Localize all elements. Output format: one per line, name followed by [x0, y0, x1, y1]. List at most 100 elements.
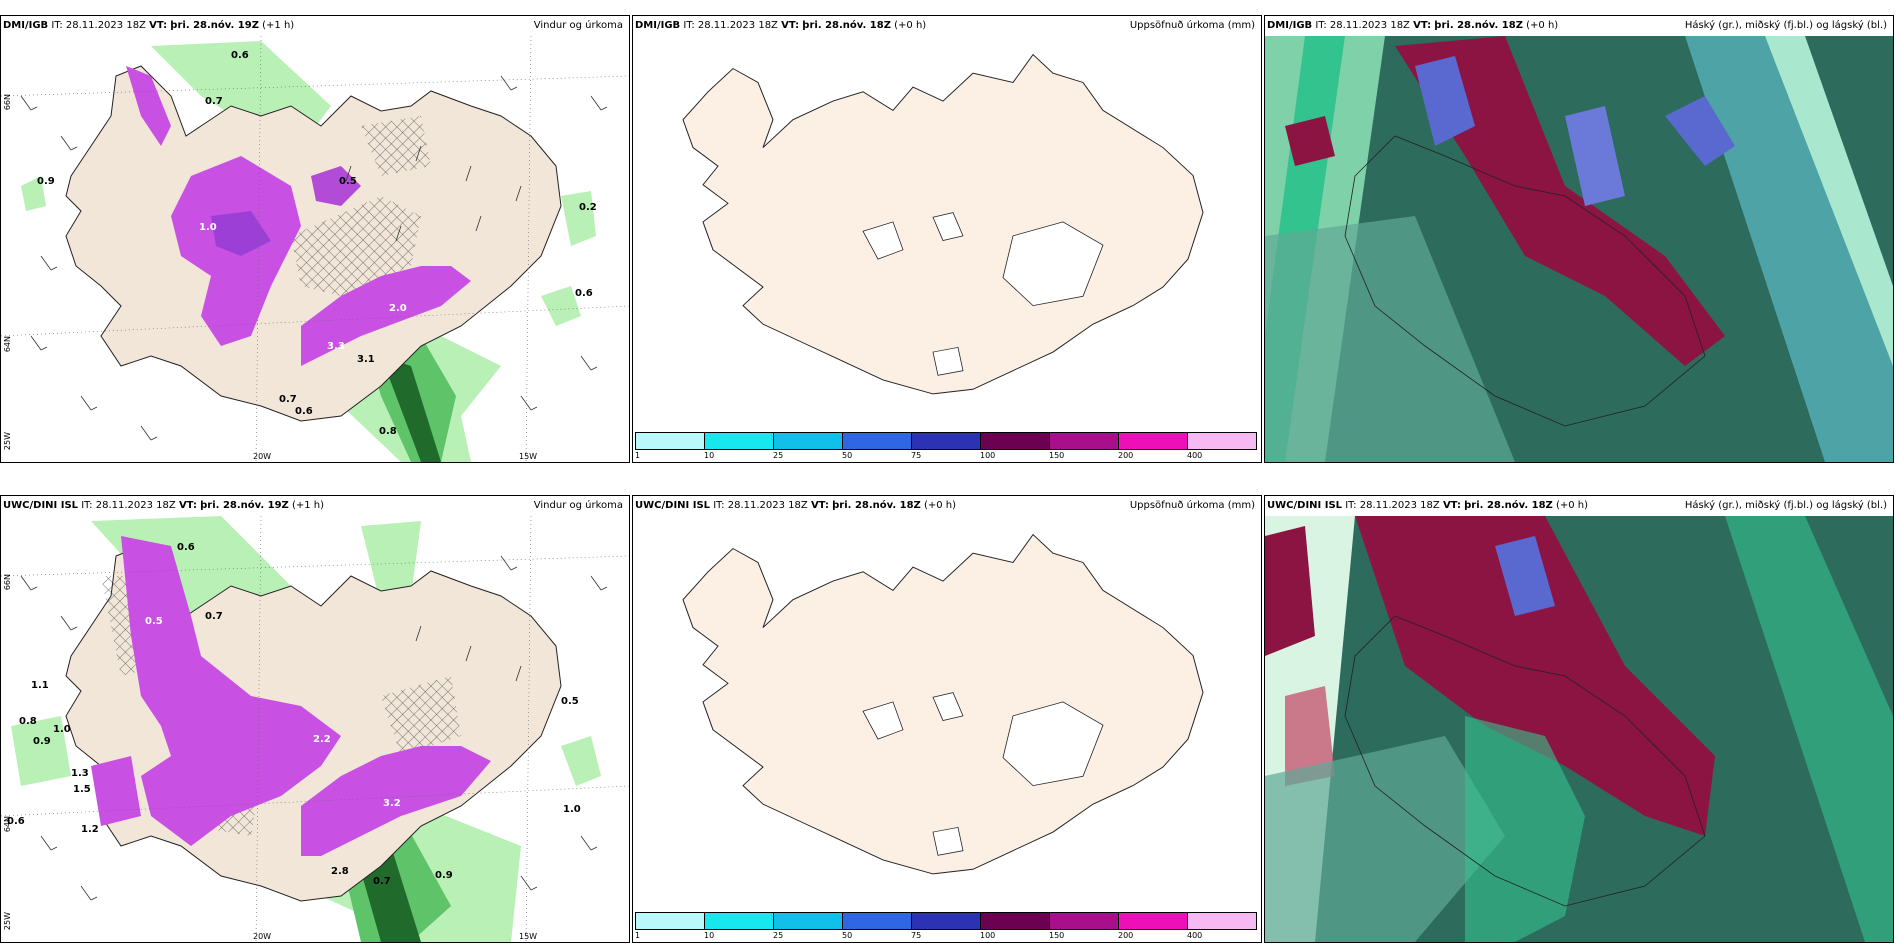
- panel-title: Háský (gr.), miðský (fj.bl.) og lágský (…: [1684, 20, 1887, 31]
- legend-tick: 100: [980, 931, 996, 940]
- panel-header: DMI/IGB IT: 28.11.2023 18Z VT: þri. 28.n…: [1, 16, 629, 36]
- precip-value-label: 0.6: [231, 50, 249, 61]
- it-label: IT:: [51, 20, 63, 31]
- wind-barbs: [20, 75, 608, 441]
- legend-ticks: 1 10 25 50 75 100 150 200 400: [635, 930, 1257, 942]
- issue-time: 28.11.2023 18Z: [727, 500, 808, 511]
- model-name: UWC/DINI ISL: [3, 500, 79, 511]
- legend-swatches: [635, 912, 1257, 930]
- valid-time: þri. 28.nóv. 18Z: [1464, 500, 1553, 511]
- panel-accum-precip-dmi: DMI/IGB IT: 28.11.2023 18Z VT: þri. 28.n…: [632, 15, 1262, 463]
- vt-label: VT:: [149, 20, 168, 31]
- lat-label-66n: 66N: [3, 94, 12, 111]
- model-name: DMI/IGB: [635, 20, 681, 31]
- lon-label-20w: 20W: [253, 452, 272, 461]
- magenta-precip-field: [91, 536, 491, 856]
- legend-tick: 200: [1118, 451, 1134, 460]
- issue-time: 28.11.2023 18Z: [65, 20, 146, 31]
- legend-tick: 100: [980, 451, 996, 460]
- lat-label-66n: 66N: [3, 574, 12, 591]
- legend-swatch: [981, 913, 1050, 929]
- lon-label-20w: 20W: [253, 932, 272, 941]
- lead-time: (+0 h): [1555, 500, 1589, 511]
- legend-tick: 10: [704, 931, 715, 940]
- wind-precip-map: [1, 516, 629, 942]
- lead-time: (+1 h): [262, 20, 295, 31]
- precip-value-label: 1.0: [199, 222, 217, 233]
- vt-label: VT:: [781, 20, 800, 31]
- legend-swatch: [636, 913, 705, 929]
- precip-value-label: 1.0: [563, 804, 581, 815]
- legend-tick: 150: [1049, 931, 1065, 940]
- snow-hatch-areas: [291, 116, 431, 296]
- legend-swatch: [1050, 913, 1119, 929]
- legend-tick: 25: [773, 451, 784, 460]
- issue-time: 28.11.2023 18Z: [1329, 20, 1410, 31]
- model-name: UWC/DINI ISL: [1267, 500, 1343, 511]
- panel-header: DMI/IGB IT: 28.11.2023 18Z VT: þri. 28.n…: [633, 16, 1261, 36]
- legend-swatch: [1119, 433, 1188, 449]
- it-label: IT:: [713, 500, 725, 511]
- legend-swatch: [705, 913, 774, 929]
- cloud-cover-map: [1265, 36, 1893, 462]
- precip-value-label: 0.9: [37, 176, 55, 187]
- precip-value-label: 0.7: [205, 96, 223, 107]
- legend-swatch: [912, 913, 981, 929]
- lead-time: (+0 h): [1526, 20, 1559, 31]
- legend-swatch: [981, 433, 1050, 449]
- it-label: IT:: [1315, 20, 1327, 31]
- legend-tick: 75: [911, 931, 922, 940]
- legend-tick: 200: [1118, 931, 1134, 940]
- panel-title: Vindur og úrkoma: [533, 500, 623, 511]
- lat-label-64n: 64N: [3, 336, 12, 353]
- precip-value-label: 3.1: [357, 354, 375, 365]
- precip-value-label: 0.6: [575, 288, 593, 299]
- graticule: [1, 36, 629, 462]
- precip-value-label: 2.0: [389, 303, 407, 314]
- it-label: IT:: [81, 500, 93, 511]
- legend-tick: 400: [1187, 931, 1203, 940]
- legend-swatch: [1119, 913, 1188, 929]
- precip-value-label: 0.5: [145, 616, 163, 627]
- it-label: IT:: [683, 20, 695, 31]
- legend-tick: 25: [773, 931, 784, 940]
- lead-time: (+0 h): [923, 500, 957, 511]
- legend-tick: 75: [911, 451, 922, 460]
- legend-swatch: [774, 433, 843, 449]
- legend-tick: 150: [1049, 451, 1065, 460]
- panel-header: UWC/DINI ISL IT: 28.11.2023 18Z VT: þri.…: [1, 496, 629, 516]
- precip-value-label: 1.5: [73, 784, 91, 795]
- precip-value-label: 0.7: [205, 611, 223, 622]
- lead-time: (+1 h): [291, 500, 325, 511]
- precip-value-label: 1.3: [71, 768, 89, 779]
- precip-value-label: 1.2: [81, 824, 99, 835]
- precip-value-label: 3.2: [383, 798, 401, 809]
- panel-header: UWC/DINI ISL IT: 28.11.2023 18Z VT: þri.…: [1265, 496, 1893, 516]
- valid-time: þri. 28.nóv. 18Z: [832, 500, 921, 511]
- legend-tick: 400: [1187, 451, 1203, 460]
- legend-swatch: [912, 433, 981, 449]
- issue-time: 28.11.2023 18Z: [697, 20, 778, 31]
- model-name: UWC/DINI ISL: [635, 500, 711, 511]
- precip-legend: 1 10 25 50 75 100 150 200 400: [633, 432, 1261, 462]
- legend-swatch: [843, 433, 912, 449]
- glaciers: [862, 692, 1104, 856]
- legend-swatch: [1188, 433, 1256, 449]
- legend-swatch: [705, 433, 774, 449]
- precip-value-label: 2.8: [331, 866, 349, 877]
- cloud-cover-map: [1265, 516, 1893, 942]
- precip-value-label: 0.9: [33, 736, 51, 747]
- panel-title: Háský (gr.), miðský (fj.bl.) og lágský (…: [1684, 500, 1887, 511]
- valid-time: þri. 28.nóv. 19Z: [170, 20, 259, 31]
- model-name: DMI/IGB: [1267, 20, 1313, 31]
- legend-tick: 50: [842, 451, 853, 460]
- precip-value-label: 0.7: [373, 876, 391, 887]
- legend-tick: 50: [842, 931, 853, 940]
- lon-label-15w: 15W: [519, 452, 538, 461]
- panel-wind-precip-uwc: UWC/DINI ISL IT: 28.11.2023 18Z VT: þri.…: [0, 495, 630, 943]
- panel-clouds-dmi: DMI/IGB IT: 28.11.2023 18Z VT: þri. 28.n…: [1264, 15, 1894, 463]
- precip-value-label: 0.8: [19, 716, 37, 727]
- precip-value-label: 0.7: [279, 394, 297, 405]
- vt-label: VT:: [1413, 20, 1432, 31]
- lon-label-25w: 25W: [3, 432, 12, 451]
